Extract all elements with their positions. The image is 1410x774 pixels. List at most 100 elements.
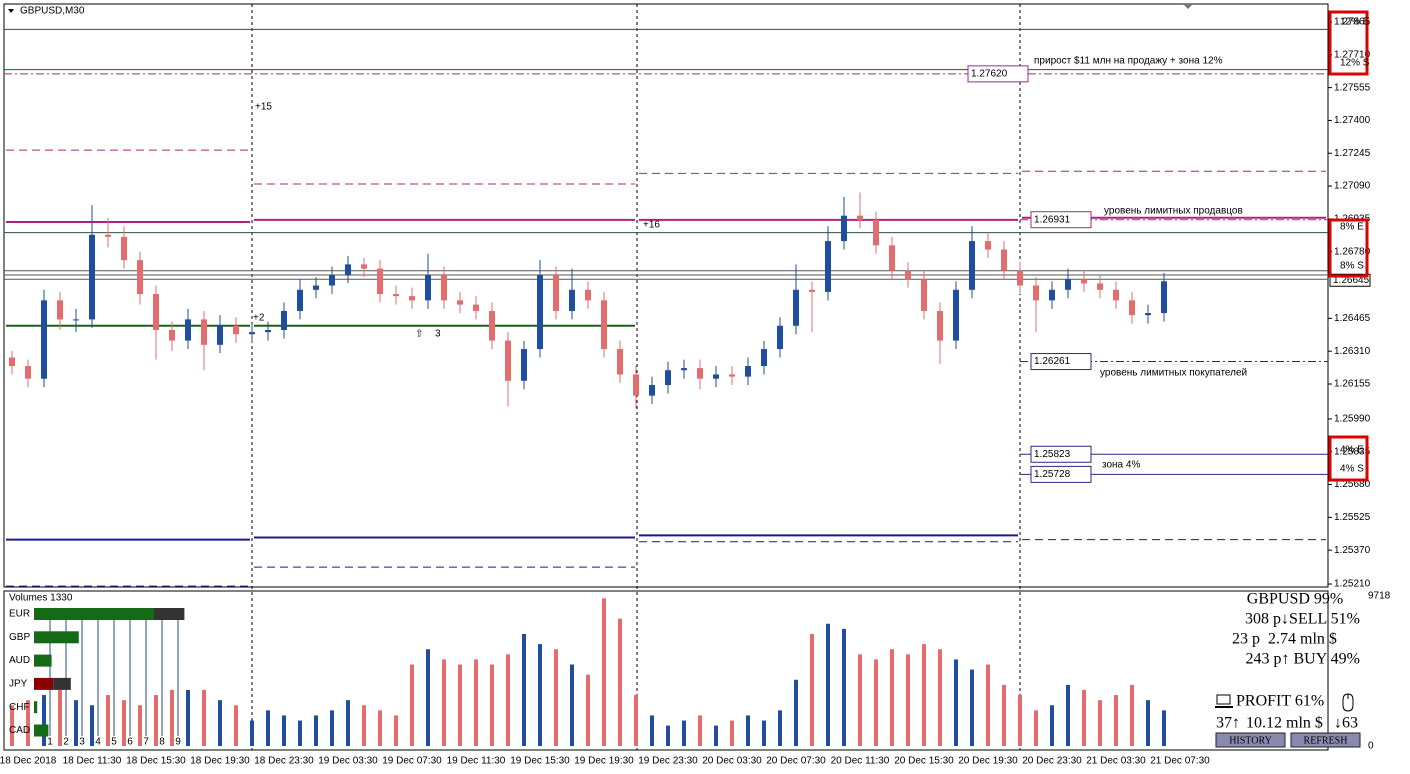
x-tick-label: 20 Dec 03:30	[702, 756, 762, 767]
panel-text: PROFIT 61%	[1236, 693, 1324, 710]
volume-bar	[810, 633, 814, 746]
volume-bar	[250, 720, 254, 746]
zone-tag: 8% E	[1340, 222, 1364, 233]
volume-bar	[1130, 684, 1134, 746]
strength-bar	[34, 724, 49, 737]
volume-bar	[42, 695, 46, 746]
panel-text: 37↑	[1216, 715, 1240, 732]
candle-body	[409, 296, 415, 301]
volume-bar	[698, 715, 702, 746]
candle-body	[137, 260, 143, 295]
volume-frame	[3, 590, 1329, 751]
panel-text: 2.74 mln $	[1268, 631, 1337, 648]
volume-bar	[394, 715, 398, 746]
candle-body	[905, 270, 911, 280]
x-tick-label: 19 Dec 23:30	[638, 756, 698, 767]
candle-body	[1017, 270, 1023, 286]
strength-bar	[53, 677, 71, 690]
candle-body	[761, 349, 767, 366]
volume-tick-label: 9718	[1368, 591, 1391, 602]
zone-tag: 12% S	[1340, 58, 1370, 69]
candle-body	[1113, 289, 1119, 301]
button[interactable]	[1290, 732, 1361, 748]
x-tick-label: 18 Dec 15:30	[126, 756, 186, 767]
scale-label: 2	[63, 737, 69, 748]
y-tick-label: 1.25990	[1334, 414, 1371, 425]
level-label: 1.26931	[1034, 214, 1071, 225]
volume-bar	[922, 644, 926, 746]
volume-bar	[442, 659, 446, 746]
candle-body	[617, 349, 623, 375]
volume-bar	[1162, 710, 1166, 746]
level-box	[1030, 445, 1092, 463]
candle-body	[1161, 281, 1167, 314]
volume-bar	[586, 674, 590, 746]
candle-body	[489, 310, 495, 341]
volume-bar	[1098, 700, 1102, 746]
chart-mark: +15	[255, 102, 272, 113]
last-price-label: 1.26645	[1333, 275, 1370, 286]
x-tick-label: 20 Dec 11:30	[831, 756, 890, 767]
panel-text: 23 p	[1232, 631, 1260, 648]
chart-title: GBPUSD,M30	[20, 6, 85, 17]
button-label[interactable]: REFRESH	[1304, 735, 1348, 746]
candle-body	[985, 241, 991, 250]
chart-mark: 3	[435, 329, 441, 340]
scale-label: 4	[95, 737, 101, 748]
candle-body	[537, 274, 543, 350]
annotation: уровень лимитных покупателей	[1100, 368, 1247, 379]
candle-body	[1033, 285, 1039, 301]
y-tick-label: 1.27245	[1334, 148, 1371, 159]
volume-bar	[122, 700, 126, 746]
button[interactable]	[1215, 732, 1286, 748]
scale-label: 3	[79, 737, 85, 748]
volume-bar	[970, 669, 974, 746]
level-box	[1030, 211, 1092, 229]
chart-mark: +16	[643, 220, 660, 231]
x-tick-label: 19 Dec 19:30	[574, 756, 634, 767]
volume-bar	[730, 720, 734, 746]
y-tick-label: 1.27400	[1334, 115, 1371, 126]
volume-bar	[218, 700, 222, 746]
panel-text: GBPUSD 99%	[1247, 591, 1343, 608]
candle-body	[41, 300, 47, 379]
volume-bar	[90, 705, 94, 746]
scale-label: 6	[127, 737, 133, 748]
scale-label: 1	[47, 737, 53, 748]
level-label: 1.26261	[1034, 356, 1071, 367]
volume-bar	[1082, 689, 1086, 746]
volume-bar	[474, 659, 478, 746]
scale-label: 8	[159, 737, 165, 748]
candle-body	[969, 241, 975, 290]
button-label[interactable]: HISTORY	[1229, 735, 1272, 746]
candle-body	[777, 325, 783, 350]
candle-body	[585, 289, 591, 301]
volume-bar	[346, 700, 350, 746]
volume-bar	[138, 705, 142, 746]
menu-arrow[interactable]	[8, 9, 14, 13]
volume-bar	[506, 654, 510, 746]
y-tick-label: 1.27865	[1334, 17, 1371, 28]
candle-body	[297, 289, 303, 311]
zone-tag: 8% S	[1340, 261, 1364, 272]
candle-body	[265, 330, 271, 333]
y-tick-label: 1.26310	[1334, 346, 1371, 357]
volume-bar	[170, 689, 174, 746]
volume-bar	[954, 659, 958, 746]
volume-bar	[282, 715, 286, 746]
candle-body	[953, 289, 959, 341]
panel-text: 10.12 mln $	[1246, 715, 1323, 732]
candle-body	[1081, 279, 1087, 284]
x-tick-label: 20 Dec 07:30	[766, 756, 826, 767]
x-tick-label: 18 Dec 23:30	[254, 756, 314, 767]
volume-tick-label: 0	[1368, 741, 1374, 752]
volume-bar	[26, 700, 30, 746]
volume-bar	[538, 644, 542, 746]
candle-body	[825, 241, 831, 292]
volume-bar	[842, 628, 846, 746]
level-box	[1030, 353, 1092, 371]
candle-body	[633, 374, 639, 396]
volume-bar	[522, 633, 526, 746]
scale-label: 7	[143, 737, 149, 748]
